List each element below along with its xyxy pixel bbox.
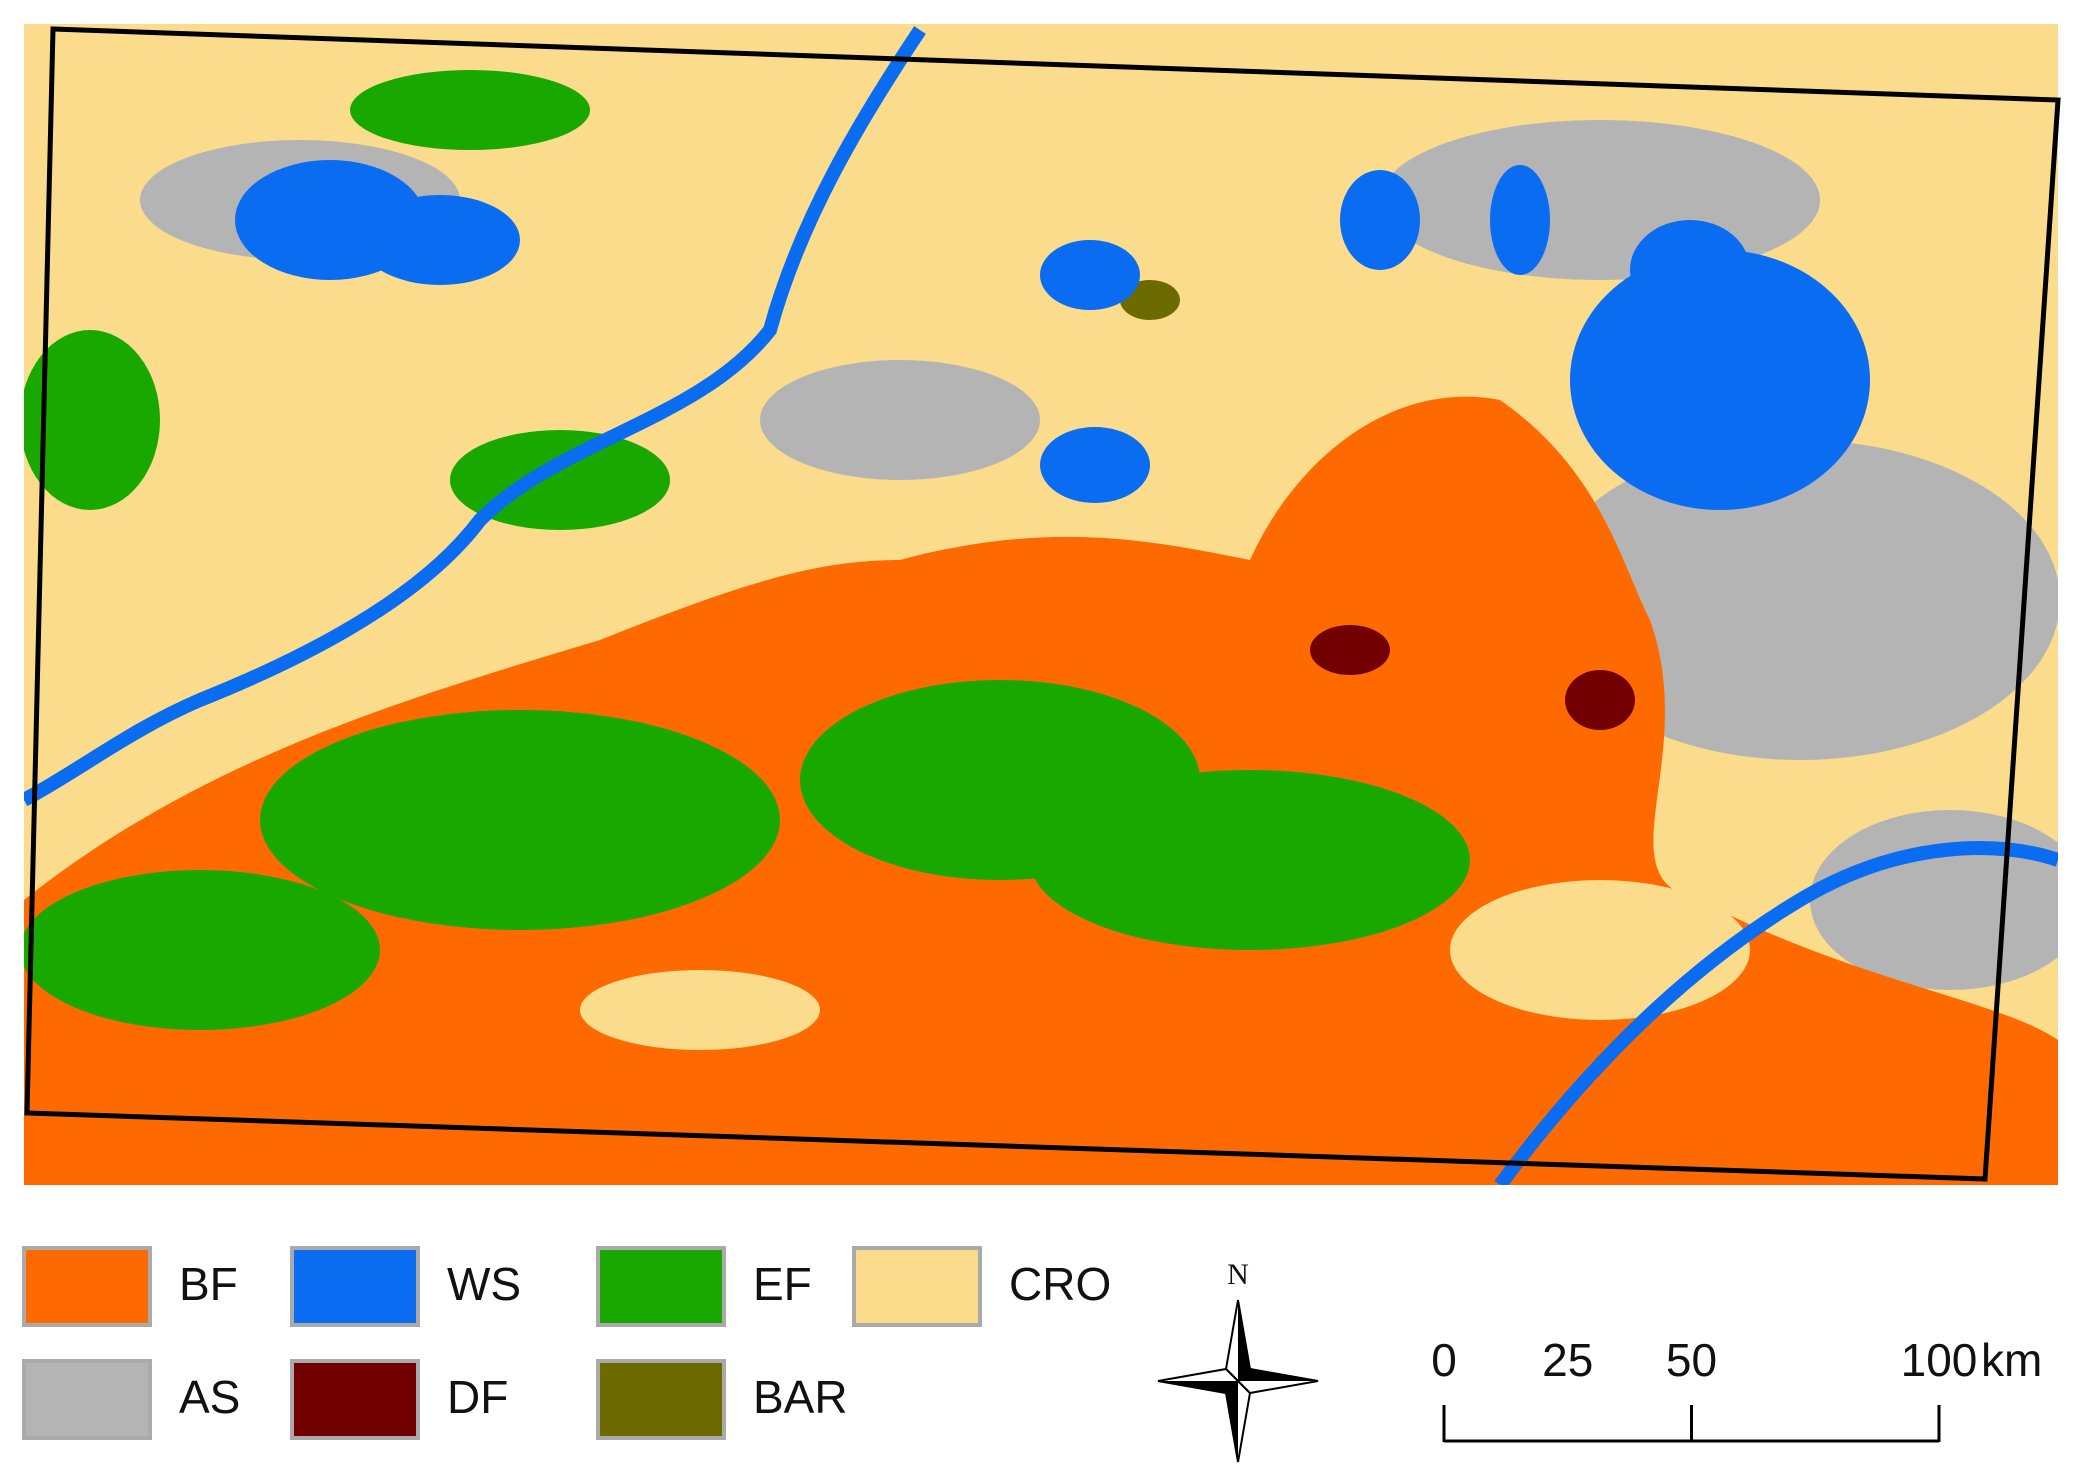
legend-swatch xyxy=(596,1359,726,1440)
forest-patch xyxy=(1030,770,1470,950)
legend-label: EF xyxy=(753,1258,812,1310)
forest-patch xyxy=(260,710,780,930)
scale-bar: 0 25 50 100 km xyxy=(1431,1334,2042,1443)
cropland-patch xyxy=(580,970,820,1050)
lake xyxy=(360,195,520,285)
lake xyxy=(1040,427,1150,503)
legend-label: BAR xyxy=(753,1371,848,1423)
legend-label: CRO xyxy=(1009,1258,1111,1310)
deciduous-patch xyxy=(1310,625,1390,675)
legend-label: DF xyxy=(447,1371,508,1423)
forest-patch xyxy=(350,70,590,150)
lake xyxy=(1340,170,1420,270)
deciduous-patch xyxy=(1565,670,1635,730)
river xyxy=(24,26,926,807)
legend-label: WS xyxy=(447,1258,521,1310)
legend-swatch xyxy=(596,1246,726,1327)
lake xyxy=(1040,240,1140,310)
legend-swatch xyxy=(290,1246,420,1327)
urban-area xyxy=(1540,440,2058,760)
urban-area xyxy=(1810,810,2058,990)
north-label: N xyxy=(1227,1258,1249,1291)
lake xyxy=(1630,220,1750,320)
scale-label: 100 xyxy=(1901,1334,1978,1386)
lake xyxy=(1570,250,1870,510)
north-arrow: N xyxy=(1157,1258,1319,1463)
river xyxy=(1494,841,2058,1185)
urban-area xyxy=(760,360,1040,480)
legend-swatch xyxy=(22,1359,152,1440)
legend: BF WS EF CRO AS DF BAR xyxy=(22,1246,1111,1440)
legend-label: AS xyxy=(179,1371,240,1423)
legend-swatch xyxy=(22,1246,152,1327)
forest-patch xyxy=(24,870,380,1030)
legend-label: BF xyxy=(179,1258,238,1310)
scale-label: 50 xyxy=(1666,1334,1717,1386)
legend-swatch xyxy=(290,1359,420,1440)
legend-swatch xyxy=(852,1246,982,1327)
forest-patch xyxy=(24,330,160,510)
lake xyxy=(1490,165,1550,275)
land-cover-map xyxy=(24,24,2058,1185)
scale-label: 0 xyxy=(1431,1334,1457,1386)
scale-unit: km xyxy=(1981,1334,2042,1386)
scale-label: 25 xyxy=(1542,1334,1593,1386)
study-area-frame xyxy=(24,26,2061,1182)
cropland-patch xyxy=(1450,880,1750,1020)
